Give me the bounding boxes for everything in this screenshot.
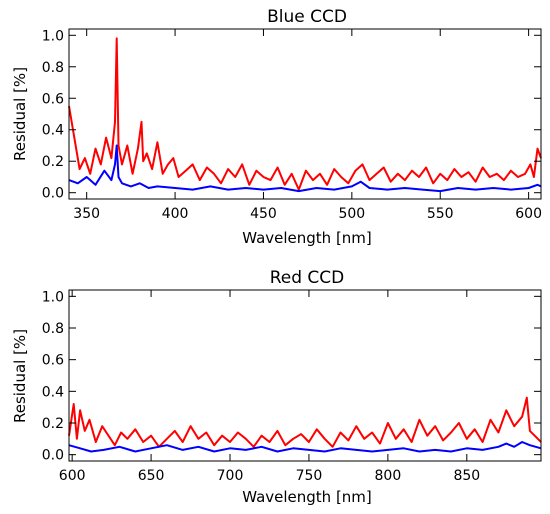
x-tick-label: 500	[338, 206, 365, 222]
tick-layer: 600 650 700 750 800 850 0.0 0.2 0.4 0.6 0.8 1.0	[42, 289, 541, 484]
y-tick-label: 0.2	[42, 416, 64, 432]
chart-title: Blue CCD	[267, 7, 347, 27]
x-tick-label: 700	[217, 468, 244, 484]
series-line-red	[68, 396, 542, 448]
y-tick-label: 1.0	[42, 28, 64, 44]
x-tick-label: 750	[296, 468, 323, 484]
red-ccd-panel: Red CCD 600 650 700 750 800 850 0.0 0.2 0.4 0.6 0.…	[11, 268, 542, 506]
y-tick-label: 0.8	[42, 321, 64, 337]
x-tick-label: 600	[515, 206, 542, 222]
x-tick-label: 650	[138, 468, 165, 484]
y-tick-label: 0.8	[42, 60, 64, 76]
y-tick-label: 0.2	[42, 154, 64, 170]
chart-title: Red CCD	[270, 268, 345, 288]
y-tick-label: 0.6	[42, 91, 64, 107]
plot-frame	[68, 289, 542, 462]
x-tick-label: 850	[453, 468, 480, 484]
blue-ccd-panel: Blue CCD 350 400 450 500 550 600 0.0 0.2 0.4 0.6 0…	[11, 7, 542, 247]
y-axis-label: Residual [%]	[11, 329, 29, 423]
y-axis-label: Residual [%]	[11, 67, 29, 161]
x-tick-label: 450	[250, 206, 277, 222]
y-tick-label: 0.0	[42, 448, 64, 464]
series-layer	[68, 396, 542, 453]
x-tick-label: 550	[427, 206, 454, 222]
x-tick-label: 400	[162, 206, 189, 222]
x-tick-label: 350	[73, 206, 100, 222]
x-axis-label: Wavelength [nm]	[242, 488, 372, 506]
series-line-blue	[68, 144, 542, 193]
tick-layer: 350 400 450 500 550 600 0.0 0.2 0.4 0.6 0.8 1.0	[42, 28, 542, 222]
x-tick-label: 600	[59, 468, 86, 484]
y-tick-label: 0.4	[42, 384, 64, 400]
y-tick-label: 0.4	[42, 123, 64, 139]
x-axis-label: Wavelength [nm]	[242, 229, 372, 247]
x-tick-label: 800	[375, 468, 402, 484]
series-line-red	[68, 37, 542, 191]
series-line-blue	[68, 441, 542, 453]
y-tick-label: 1.0	[42, 289, 64, 305]
y-tick-label: 0.0	[42, 186, 64, 202]
series-layer	[68, 37, 542, 193]
y-tick-label: 0.6	[42, 353, 64, 369]
plot-frame	[68, 28, 542, 200]
